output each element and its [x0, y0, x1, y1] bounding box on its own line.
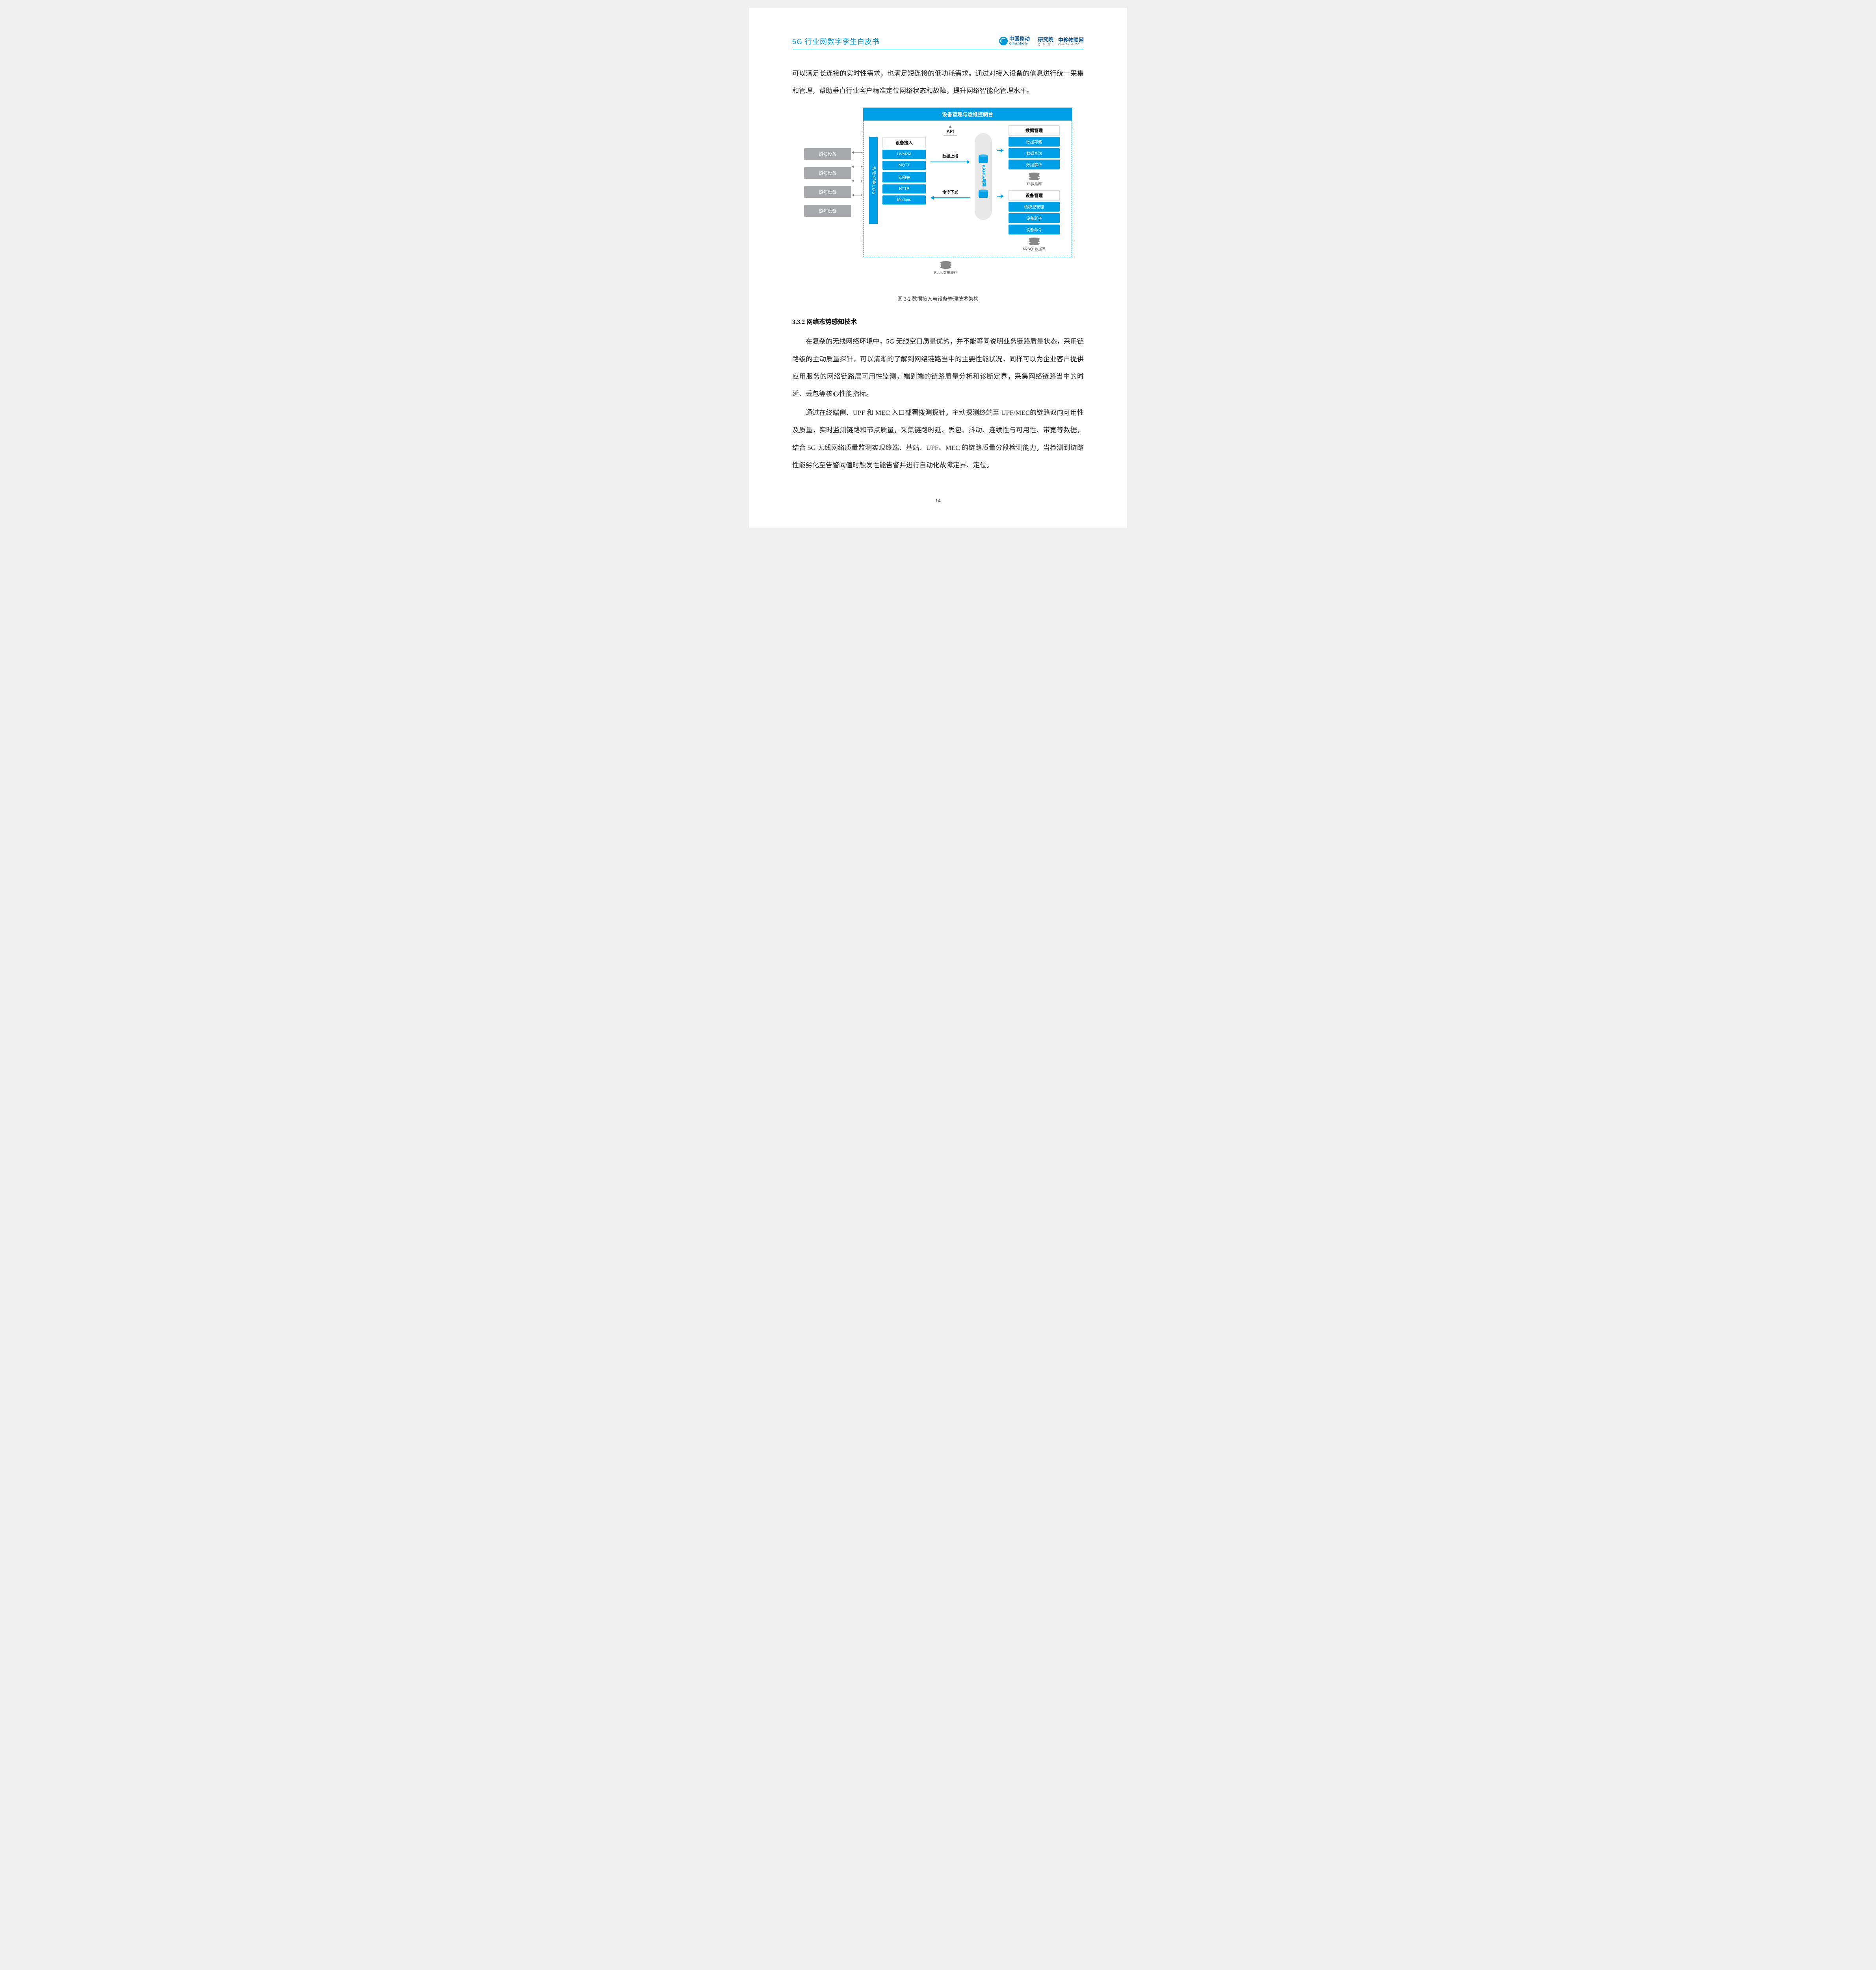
- bidir-arrow-icon: [853, 165, 862, 169]
- mgmt-item: 设备影子: [1009, 213, 1060, 223]
- sense-device: 感知设备: [804, 205, 851, 217]
- iot-logo: 中移物联网 China Mobile IOT: [1058, 36, 1084, 46]
- sense-device: 感知设备: [804, 186, 851, 198]
- paragraph-2: 在复杂的无线网络环境中，5G 无线空口质量优劣，并不能等同说明业务链路质量状态，…: [792, 333, 1084, 403]
- page-header: 5G 行业网数字孪生白皮书 中国移动 China Mobile 研究院 C M …: [792, 35, 1084, 49]
- database-icon: [1029, 173, 1040, 180]
- paragraph-1: 可以满足长连接的实时性需求，也满足短连接的低功耗需求。通过对接入设备的信息进行统…: [792, 65, 1084, 100]
- sense-device: 感知设备: [804, 167, 851, 179]
- mgmt-item: 数据存储: [1009, 137, 1060, 147]
- dev-mgmt-header: 设备管理: [1009, 190, 1060, 201]
- protocol-box: 云网关: [882, 172, 926, 182]
- platform-box: 边缘负载LBS 设备接入 LWM2M MQTT 云网关 HTTP Modbus …: [863, 121, 1072, 257]
- figure-caption: 图 3-2 数据接入与设备管理技术架构: [897, 295, 979, 302]
- data-management-group: 数据管理 数据存储 数据查询 数据解析 TS数据库: [1009, 125, 1060, 186]
- api-label: API: [944, 129, 957, 136]
- mgmt-item: 物模型管理: [1009, 202, 1060, 212]
- device-access-group: 设备接入 LWM2M MQTT 云网关 HTTP Modbus: [882, 137, 926, 251]
- paragraph-3: 通过在终端侧、UPF 和 MEC 入口部署拨测探针，主动探测终端至 UPF/ME…: [792, 404, 1084, 474]
- mgmt-item: 数据查询: [1009, 148, 1060, 158]
- upload-label: 数据上报: [931, 153, 970, 159]
- database-icon: [940, 261, 951, 269]
- doc-title: 5G 行业网数字孪生白皮书: [792, 36, 880, 46]
- cm-logo-icon: [999, 37, 1008, 45]
- header-logos: 中国移动 China Mobile 研究院 C M R I 中移物联网 Chin…: [999, 35, 1084, 46]
- edge-lbs: 边缘负载LBS: [869, 137, 878, 224]
- protocol-box: Modbus: [882, 195, 926, 204]
- bidir-arrow-icon: [853, 194, 862, 197]
- arrow-left-icon: [931, 196, 970, 199]
- ts-db-label: TS数据库: [1009, 181, 1060, 186]
- protocol-box: MQTT: [882, 161, 926, 170]
- arrow-right-icon: [997, 195, 1004, 198]
- figure-3-2: 设备管理与运维控制台 感知设备 感知设备 感知设备 感知设备: [792, 108, 1084, 302]
- mgmt-item: 数据解析: [1009, 160, 1060, 169]
- kafka-cluster: KAFKA集群: [975, 133, 992, 220]
- access-header: 设备接入: [882, 137, 926, 148]
- right-management-column: 数据管理 数据存储 数据查询 数据解析 TS数据库 设备管理 物模型管理 设备影…: [1009, 125, 1060, 251]
- redis-cache: Redis数据缓存: [934, 260, 957, 275]
- middle-flow-column: API 数据上报 命令下发: [931, 125, 970, 251]
- database-icon: [1029, 238, 1040, 245]
- device-management-group: 设备管理 物模型管理 设备影子 设备命令 MySQL数据库: [1009, 190, 1060, 251]
- arrow-right-icon: [931, 160, 970, 164]
- mgmt-item: 设备命令: [1009, 225, 1060, 234]
- protocol-box: HTTP: [882, 184, 926, 193]
- page-number: 14: [792, 498, 1084, 504]
- diagram-title: 设备管理与运维控制台: [863, 108, 1072, 121]
- arrow-right-icon: [997, 149, 1004, 152]
- data-mgmt-header: 数据管理: [1009, 125, 1060, 136]
- sense-device: 感知设备: [804, 148, 851, 160]
- bidir-arrow-icon: [853, 180, 862, 183]
- china-mobile-logo: 中国移动 China Mobile: [999, 36, 1030, 45]
- sense-device-column: 感知设备 感知设备 感知设备 感知设备: [804, 121, 851, 257]
- download-label: 命令下发: [931, 189, 970, 195]
- section-3-3-2-heading: 3.3.2 网络态势感知技术: [792, 316, 1084, 326]
- device-arrows: [851, 121, 863, 257]
- document-page: 5G 行业网数字孪生白皮书 中国移动 China Mobile 研究院 C M …: [749, 8, 1127, 528]
- protocol-box: LWM2M: [882, 150, 926, 159]
- bidir-arrow-icon: [853, 151, 862, 154]
- cmri-logo: 研究院 C M R I: [1038, 35, 1054, 46]
- mysql-db-label: MySQL数据库: [1009, 246, 1060, 251]
- kafka-right-arrows: [997, 125, 1004, 251]
- cylinder-icon: [979, 191, 988, 198]
- cylinder-icon: [979, 156, 988, 163]
- bottom-databases: Redis数据缓存: [863, 257, 1072, 275]
